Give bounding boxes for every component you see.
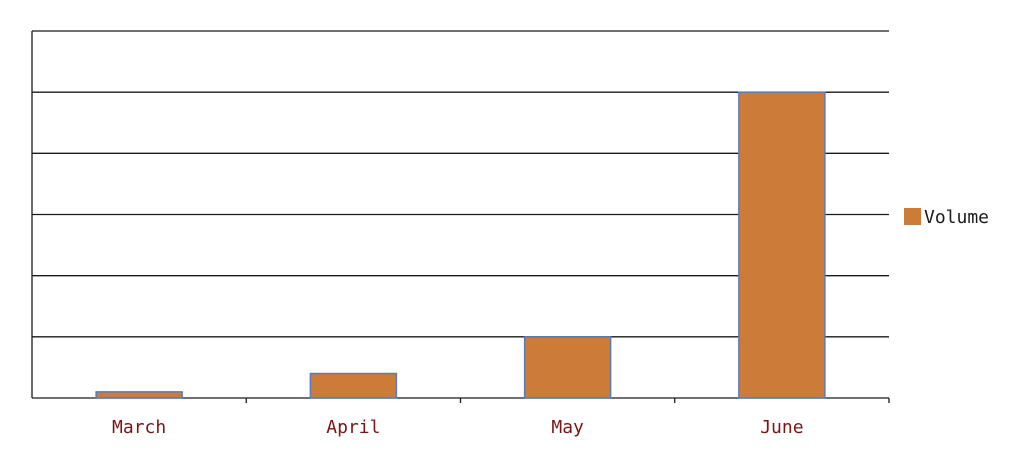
x-tick-label: May — [551, 417, 584, 438]
legend: Volume — [904, 207, 989, 228]
bar-june — [738, 91, 826, 399]
bar-march — [95, 391, 183, 399]
x-tick-labels: March April May June — [112, 417, 804, 438]
legend-label: Volume — [924, 207, 989, 228]
x-tick-label: June — [760, 417, 803, 438]
x-tick-label: March — [112, 417, 166, 438]
bar-may — [523, 336, 612, 399]
bar-april — [309, 372, 398, 399]
bars — [95, 91, 826, 399]
x-tick-label: April — [326, 417, 380, 438]
legend-swatch — [904, 208, 921, 225]
